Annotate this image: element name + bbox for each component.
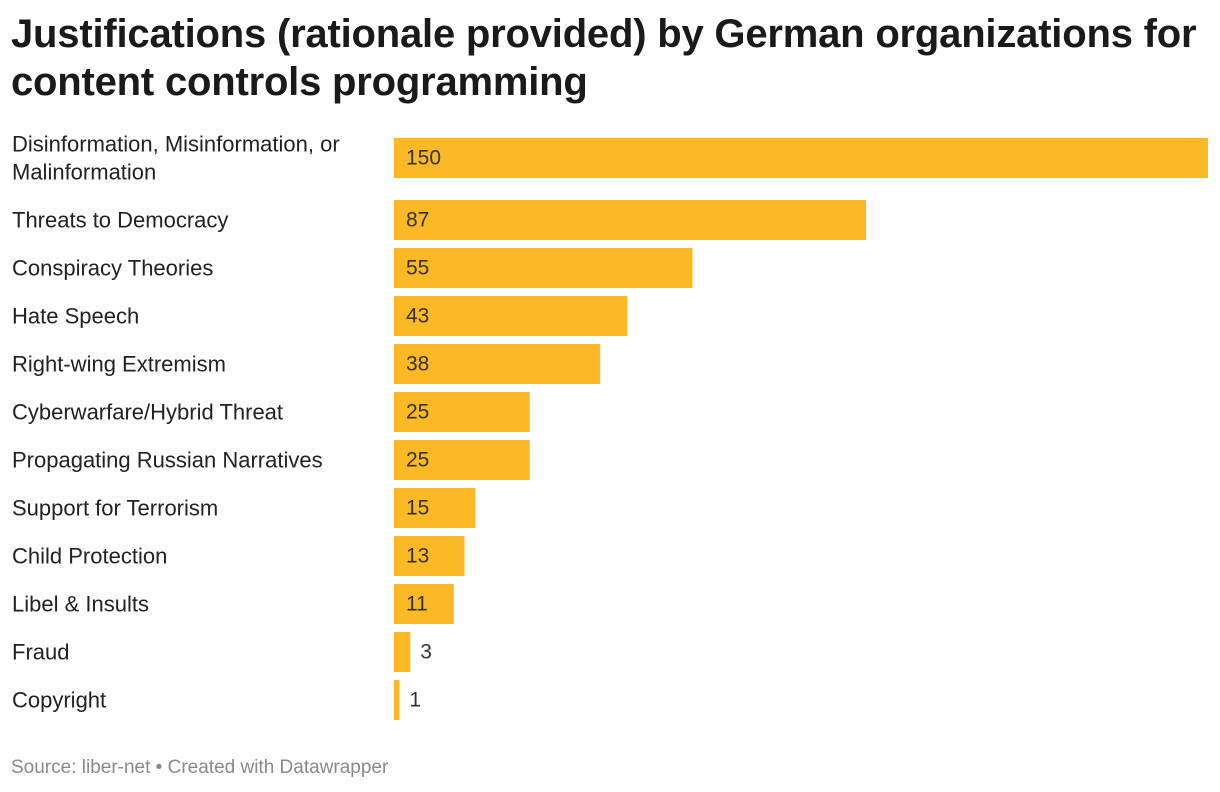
chart-title: Justifications (rationale provided) by G…	[11, 12, 1197, 104]
bar	[394, 248, 693, 288]
value-label: 15	[406, 497, 429, 520]
bar-row: Child Protection 13	[12, 536, 465, 576]
category-label: Child Protection	[12, 544, 167, 569]
bar-row: Right-wing Extremism 38	[12, 344, 601, 384]
bar	[394, 392, 530, 432]
value-label: 13	[406, 545, 429, 568]
category-label: Conspiracy Theories	[12, 256, 213, 281]
category-label: Hate Speech	[12, 304, 139, 329]
value-label: 55	[406, 257, 429, 280]
bar-row: Conspiracy Theories 55	[12, 248, 693, 288]
category-label: Propagating Russian Narratives	[12, 448, 323, 473]
bar	[394, 584, 454, 624]
bar	[394, 536, 465, 576]
value-label: 150	[406, 147, 441, 170]
value-label: 11	[406, 593, 428, 616]
bar-row: Copyright 1	[12, 680, 421, 720]
category-label: Threats to Democracy	[12, 208, 228, 233]
bar	[394, 296, 628, 336]
bar	[394, 488, 476, 528]
value-label: 3	[420, 641, 432, 664]
category-label: Support for Terrorism	[12, 496, 218, 521]
bar-row: Libel & Insults 11	[12, 584, 454, 624]
category-label: Cyberwarfare/Hybrid Threat	[12, 400, 283, 425]
bar-row: Cyberwarfare/Hybrid Threat 25	[12, 392, 530, 432]
category-label: Malinformation	[12, 160, 156, 185]
category-label: Copyright	[12, 688, 106, 713]
bar-row: Hate Speech 43	[12, 296, 628, 336]
bar-row: Support for Terrorism 15	[12, 488, 476, 528]
value-label: 43	[406, 305, 429, 328]
value-label: 1	[409, 689, 421, 712]
bar	[394, 138, 1208, 178]
bar	[394, 632, 411, 672]
bar	[394, 200, 867, 240]
bar-row: Fraud 3	[12, 632, 432, 672]
value-label: 87	[406, 209, 429, 232]
bar-row: Threats to Democracy 87	[12, 200, 867, 240]
value-label: 25	[406, 401, 429, 424]
value-label: 38	[406, 353, 429, 376]
bar	[394, 344, 601, 384]
bar	[394, 680, 400, 720]
category-label: Libel & Insults	[12, 592, 149, 617]
value-label: 25	[406, 449, 429, 472]
bar	[394, 440, 530, 480]
category-label: Right-wing Extremism	[12, 352, 226, 377]
bar-row: Disinformation, Misinformation, or Malinf…	[12, 132, 1208, 185]
category-label: Fraud	[12, 640, 69, 665]
category-label: Disinformation, Misinformation, or	[12, 132, 340, 157]
bar-row: Propagating Russian Narratives 25	[12, 440, 530, 480]
source-note: Source: liber-net • Created with Datawra…	[11, 757, 389, 778]
